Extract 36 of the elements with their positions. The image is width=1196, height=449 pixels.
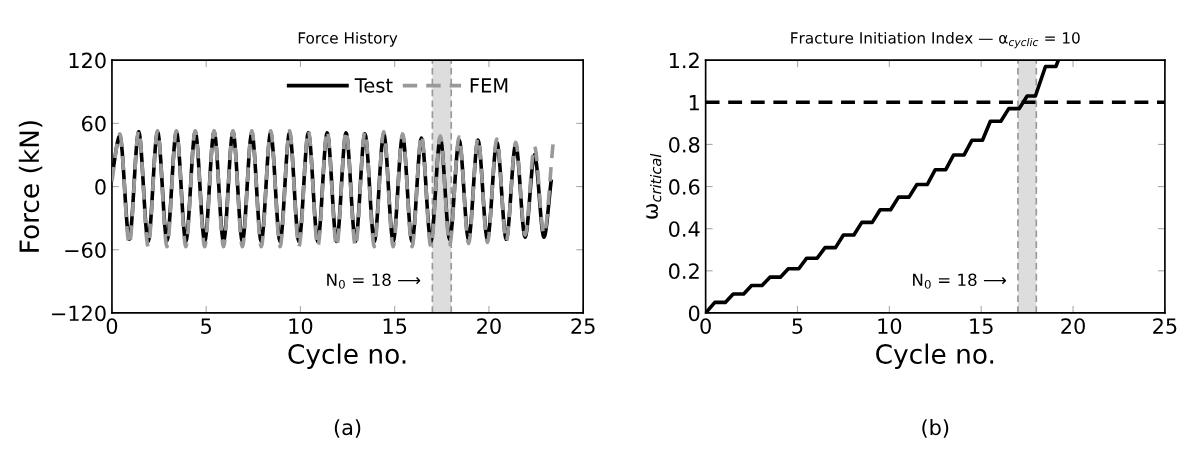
y-axis-title: Force (kN) xyxy=(18,121,43,252)
x-tick-label: 10 xyxy=(878,318,902,334)
text: (a) xyxy=(334,419,361,438)
x-tick-label: 15 xyxy=(970,318,993,334)
chart-title: Force History xyxy=(298,31,398,47)
y-tick-label: 0 xyxy=(688,305,700,322)
x-tick-label: 10 xyxy=(289,318,313,334)
y-axis-title: ω$_{critical}$ xyxy=(646,153,662,219)
x-tick-label: 0 xyxy=(700,318,711,334)
x-axis-title: Cycle no. xyxy=(288,343,406,370)
chart-title: Fracture Initiation Index — α$_{cyclic}$ = 10 xyxy=(791,31,1080,49)
legend-label: FEM xyxy=(470,78,508,93)
y-tick-label: 0.2 xyxy=(669,263,699,280)
x-tick-label: 20 xyxy=(1061,318,1085,334)
y-tick-label: 1 xyxy=(689,95,699,111)
legend-label: Test xyxy=(354,78,393,93)
y-tick-label: −60 xyxy=(65,242,106,258)
annotation: N$_{0}$ = 18 ⟶ xyxy=(327,273,421,289)
y-tick-label: 1.2 xyxy=(669,52,699,69)
y-tick-label: 120 xyxy=(69,52,106,69)
x-tick-label: 20 xyxy=(477,318,501,334)
y-tick-label: 0 xyxy=(95,179,106,195)
y-tick-label: 0.4 xyxy=(669,221,700,237)
x-tick-label: 5 xyxy=(792,318,803,334)
x-tick-label: 25 xyxy=(1153,318,1177,334)
y-tick-label: 60 xyxy=(82,115,106,132)
x-tick-label: 15 xyxy=(383,318,407,334)
y-tick-label: −120 xyxy=(52,305,106,322)
annotation: N$_{0}$ = 18 ⟶ xyxy=(913,273,1007,289)
y-tick-label: 0.6 xyxy=(669,179,700,195)
text: (b) xyxy=(922,419,949,438)
x-tick-label: 5 xyxy=(201,318,211,334)
y-tick-label: 0.8 xyxy=(669,136,700,153)
x-tick-label: 0 xyxy=(106,318,118,334)
x-tick-label: 25 xyxy=(571,318,595,334)
x-axis-title: Cycle no. xyxy=(876,343,994,370)
